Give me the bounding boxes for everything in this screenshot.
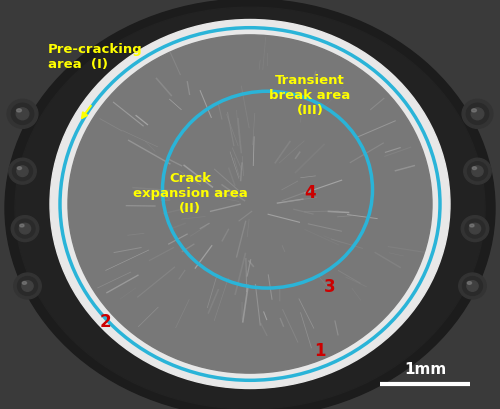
Text: 1mm: 1mm [404, 361, 446, 376]
Text: 2: 2 [99, 312, 111, 330]
Text: Transient
break area
(III): Transient break area (III) [270, 74, 350, 117]
Ellipse shape [467, 282, 471, 285]
Ellipse shape [465, 220, 485, 238]
Text: 3: 3 [324, 277, 336, 295]
Ellipse shape [22, 282, 26, 285]
Ellipse shape [472, 166, 483, 177]
Ellipse shape [464, 159, 491, 185]
Text: 4: 4 [304, 183, 316, 201]
Ellipse shape [461, 216, 489, 242]
Text: Crack
expansion area
(II): Crack expansion area (II) [132, 172, 248, 215]
Ellipse shape [468, 162, 487, 181]
Ellipse shape [467, 281, 478, 292]
Ellipse shape [15, 8, 485, 409]
Ellipse shape [466, 104, 488, 125]
Ellipse shape [12, 162, 32, 181]
Ellipse shape [18, 277, 38, 296]
Ellipse shape [471, 109, 484, 120]
Ellipse shape [16, 109, 29, 120]
Ellipse shape [8, 159, 36, 185]
Ellipse shape [16, 110, 21, 113]
Ellipse shape [459, 273, 486, 299]
Ellipse shape [22, 281, 33, 292]
Text: 1: 1 [314, 341, 326, 359]
Ellipse shape [17, 166, 28, 177]
Ellipse shape [20, 224, 30, 234]
Ellipse shape [462, 277, 482, 296]
Ellipse shape [7, 100, 38, 129]
Ellipse shape [14, 273, 41, 299]
Ellipse shape [15, 220, 35, 238]
Ellipse shape [68, 36, 432, 373]
Ellipse shape [462, 100, 493, 129]
Ellipse shape [50, 20, 450, 389]
Ellipse shape [470, 225, 474, 227]
Ellipse shape [12, 104, 34, 125]
Text: Pre-cracking
area  (I): Pre-cracking area (I) [48, 43, 142, 71]
Ellipse shape [5, 0, 495, 409]
Ellipse shape [472, 110, 476, 113]
Ellipse shape [470, 224, 480, 234]
Ellipse shape [17, 167, 21, 170]
Ellipse shape [20, 225, 24, 227]
Ellipse shape [472, 167, 476, 170]
Ellipse shape [11, 216, 39, 242]
